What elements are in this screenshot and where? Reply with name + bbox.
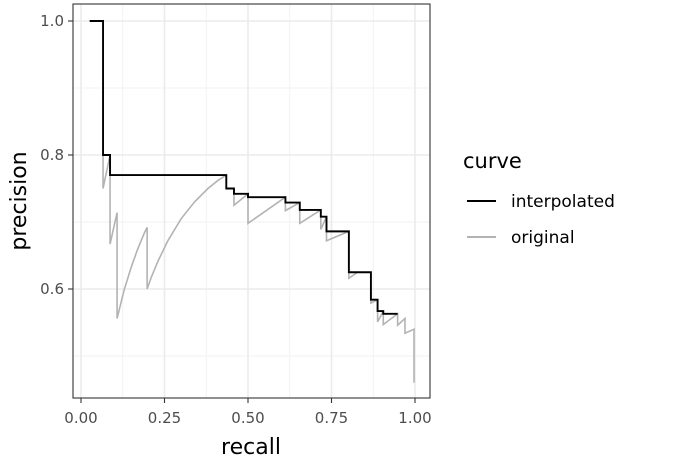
x-tick-label: 1.00	[398, 409, 431, 427]
series-line-interpolated	[89, 20, 398, 315]
x-tick-label: 0.25	[148, 409, 181, 427]
y-tick-label: 0.8	[40, 146, 64, 164]
x-axis-title: recall	[221, 435, 281, 460]
plot-panel	[73, 4, 430, 398]
legend-label-interpolated: interpolated	[511, 192, 615, 212]
y-axis: 0.6 0.8 1.0	[40, 12, 73, 298]
minor-grid	[73, 4, 430, 398]
y-tick-label: 0.6	[40, 280, 64, 298]
x-axis: 0.00 0.25 0.50 0.75 1.00	[64, 398, 432, 427]
x-tick-label: 0.75	[315, 409, 348, 427]
legend-label-original: original	[511, 228, 575, 248]
series-layer	[89, 20, 415, 383]
plot-border	[72, 3, 431, 399]
x-tick-label: 0.00	[64, 409, 97, 427]
legend-title: curve	[463, 149, 522, 173]
x-tick-label: 0.50	[231, 409, 264, 427]
y-tick-label: 1.0	[40, 12, 64, 30]
y-axis-title: precision	[7, 151, 32, 250]
legend: curve interpolated original	[463, 149, 615, 248]
